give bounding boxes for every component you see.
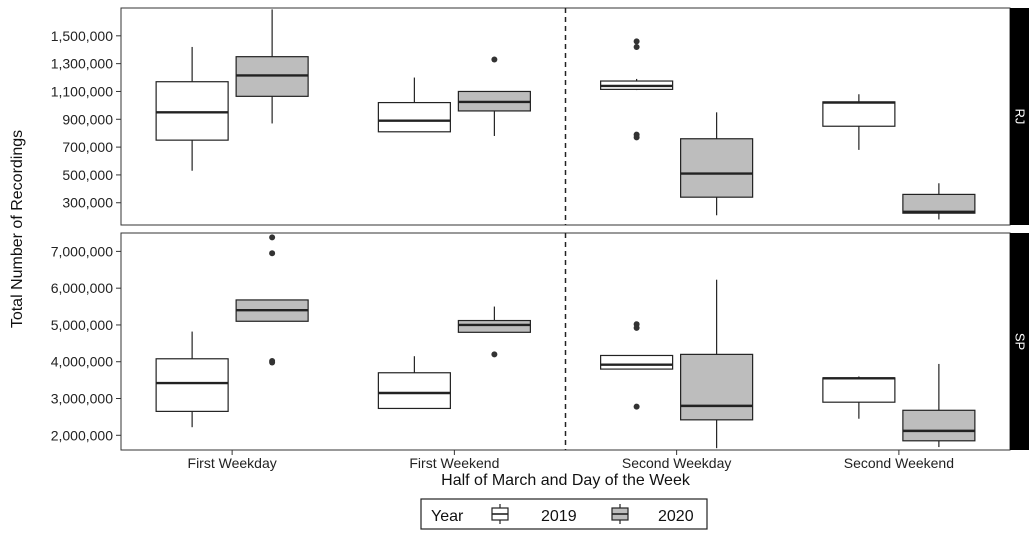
box-2019-first-weekday [155,331,229,428]
y-tick-label: 1,100,000 [51,83,113,99]
outlier-point [491,351,498,358]
box-2019-second-weekend [822,376,896,419]
box-2020-first-weekend [457,56,531,136]
legend-title: Year [431,508,464,525]
box-2019-second-weekend [822,94,896,150]
y-tick-label: 5,000,000 [51,317,113,333]
box-2020-second-weekday [680,112,754,216]
panel-strip-label: RJ [1013,109,1028,125]
box-2019-first-weekday [155,46,229,171]
outlier-point [633,134,640,141]
legend-label: 2019 [541,508,577,525]
box-iqr [155,81,229,141]
box-iqr [902,193,976,214]
box-iqr [600,354,674,370]
box-iqr [377,101,451,133]
y-tick-label: 3,000,000 [51,391,113,407]
box-iqr [457,319,531,333]
box-2019-second-weekday [600,38,674,141]
panel-strip [1010,233,1029,450]
box-iqr [822,377,896,403]
panel-strip [1010,8,1029,225]
box-iqr [680,138,754,198]
box-2019-first-weekend [377,77,451,133]
y-tick-label: 1,500,000 [51,28,113,44]
outlier-point [633,403,640,410]
outlier-point [633,324,640,331]
outlier-point [269,234,276,241]
outlier-point [269,359,276,366]
box-iqr [902,409,976,442]
x-axis-title: Half of March and Day of the Week [441,472,691,489]
outlier-point [633,38,640,45]
box-2019-second-weekday [600,321,674,410]
box-2020-first-weekday [235,234,309,366]
y-tick-label: 2,000,000 [51,427,113,443]
x-tick-label: First Weekend [409,455,499,471]
x-tick-label: First Weekday [188,455,277,471]
panel-strip-label: SP [1013,333,1028,350]
y-tick-label: 500,000 [62,167,113,183]
x-tick-label: Second Weekend [844,455,954,471]
box-2020-first-weekday [235,9,309,124]
y-tick-label: 900,000 [62,111,113,127]
box-2019-first-weekend [377,356,451,410]
legend: Year 2019 2020 [420,498,708,530]
y-tick-label: 4,000,000 [51,354,113,370]
outlier-point [633,43,640,50]
box-iqr [377,372,451,410]
y-tick-label: 300,000 [62,195,113,211]
box-2020-second-weekend [902,363,976,448]
y-tick-label: 1,300,000 [51,56,113,72]
box-2020-first-weekend [457,306,531,358]
box-iqr [680,353,754,421]
y-tick-label: 700,000 [62,139,113,155]
legend-frame [420,498,708,530]
box-2020-second-weekend [902,183,976,220]
y-tick-label: 7,000,000 [51,243,113,259]
legend-label: 2020 [658,508,694,525]
outlier-point [491,56,498,63]
y-tick-label: 6,000,000 [51,280,113,296]
box-2020-second-weekday [680,279,754,449]
outlier-point [269,250,276,257]
y-axis-title: Total Number of Recordings [9,130,26,328]
box-iqr [822,101,896,127]
x-tick-label: Second Weekday [622,455,731,471]
box-iqr [155,358,229,412]
